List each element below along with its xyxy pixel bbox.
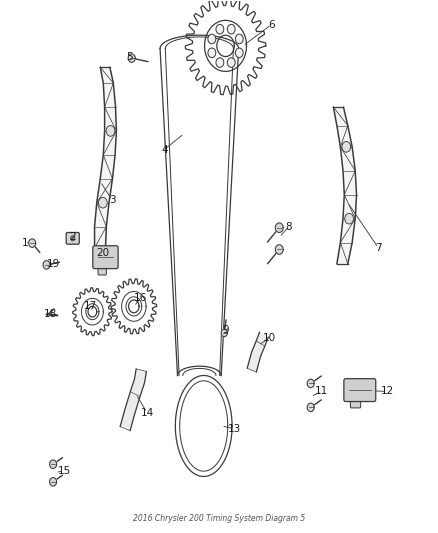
- Circle shape: [235, 34, 243, 44]
- Polygon shape: [43, 261, 50, 269]
- Circle shape: [208, 34, 216, 44]
- Text: 10: 10: [263, 333, 276, 343]
- Text: 16: 16: [134, 293, 147, 303]
- Polygon shape: [28, 239, 35, 247]
- FancyBboxPatch shape: [66, 232, 79, 244]
- Polygon shape: [276, 223, 283, 232]
- Polygon shape: [307, 403, 314, 411]
- Polygon shape: [221, 329, 227, 337]
- Text: 7: 7: [375, 243, 381, 253]
- Circle shape: [208, 48, 216, 58]
- Text: 18: 18: [44, 309, 57, 319]
- Text: 15: 15: [57, 466, 71, 476]
- Polygon shape: [120, 369, 146, 431]
- Text: 14: 14: [140, 408, 154, 418]
- Text: 19: 19: [46, 259, 60, 269]
- Text: 17: 17: [84, 301, 97, 311]
- Circle shape: [227, 58, 235, 67]
- Circle shape: [227, 25, 235, 34]
- Text: 8: 8: [286, 222, 292, 232]
- Polygon shape: [49, 460, 57, 469]
- Circle shape: [216, 58, 224, 67]
- FancyBboxPatch shape: [93, 246, 118, 269]
- FancyBboxPatch shape: [344, 378, 376, 401]
- Polygon shape: [95, 67, 117, 248]
- Text: 3: 3: [109, 195, 115, 205]
- FancyBboxPatch shape: [98, 265, 106, 275]
- Circle shape: [99, 197, 107, 208]
- Text: 5: 5: [126, 52, 133, 61]
- Text: 13: 13: [228, 424, 241, 434]
- Polygon shape: [247, 332, 268, 372]
- Polygon shape: [49, 478, 57, 486]
- Text: 12: 12: [381, 386, 394, 397]
- Polygon shape: [128, 54, 135, 62]
- Circle shape: [106, 126, 115, 136]
- Polygon shape: [333, 107, 357, 264]
- Text: 11: 11: [315, 386, 328, 397]
- Polygon shape: [276, 245, 283, 254]
- Text: 2016 Chrysler 200 Timing System Diagram 5: 2016 Chrysler 200 Timing System Diagram …: [133, 514, 305, 523]
- Text: 4: 4: [161, 144, 168, 155]
- Text: 20: 20: [97, 248, 110, 258]
- Polygon shape: [307, 379, 314, 387]
- FancyBboxPatch shape: [350, 398, 360, 408]
- Text: 1: 1: [21, 238, 28, 247]
- Text: 6: 6: [268, 20, 275, 30]
- Text: 9: 9: [222, 325, 229, 335]
- Circle shape: [345, 213, 353, 224]
- Circle shape: [342, 142, 351, 152]
- Circle shape: [235, 48, 243, 58]
- Circle shape: [216, 25, 224, 34]
- Circle shape: [71, 236, 75, 241]
- Text: 2: 2: [69, 232, 76, 243]
